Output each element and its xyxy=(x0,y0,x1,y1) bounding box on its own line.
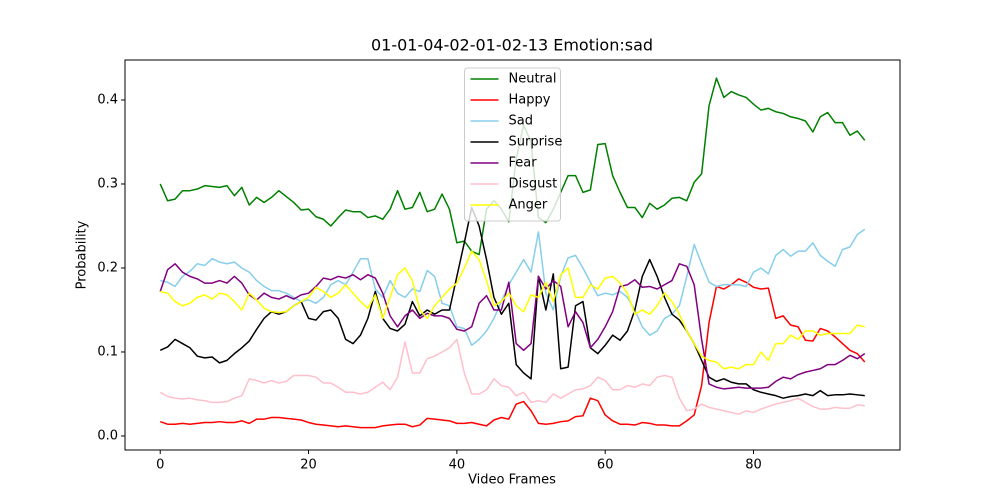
y-tick-label: 0.4 xyxy=(97,92,118,107)
legend-label: Happy xyxy=(509,93,551,108)
y-axis-label: Probability xyxy=(75,220,90,289)
x-tick-label: 60 xyxy=(597,458,614,473)
series-line xyxy=(159,263,866,390)
series-line xyxy=(159,206,865,399)
legend-label: Anger xyxy=(509,198,548,213)
x-axis-label: Video Frames xyxy=(468,473,556,488)
legend-label: Fear xyxy=(509,156,538,171)
x-tick-label: 20 xyxy=(300,458,317,473)
x-tick-label: 80 xyxy=(745,458,762,473)
y-tick-label: 0.2 xyxy=(97,260,118,275)
series-line xyxy=(160,250,865,370)
axes-frame xyxy=(124,59,901,451)
series-line xyxy=(159,338,865,415)
x-tick-label: 40 xyxy=(449,458,466,473)
y-tick-label: 0.3 xyxy=(97,176,118,191)
y-tick-label: 0.1 xyxy=(97,344,118,359)
x-tick-label: 0 xyxy=(156,458,164,473)
y-tick-label: 0.0 xyxy=(97,428,118,443)
legend-label: Neutral xyxy=(509,72,557,87)
chart-title: 01-01-04-02-01-02-13 Emotion:sad xyxy=(371,36,653,55)
series-line xyxy=(160,228,866,347)
legend-label: Surprise xyxy=(509,135,563,150)
legend-box xyxy=(464,67,561,222)
legend: Neutral Happy Sad Surprise Fear Disgust Anger xyxy=(464,67,563,222)
legend-label: Sad xyxy=(509,114,533,129)
legend-label: Disgust xyxy=(509,177,558,192)
plot-area xyxy=(159,77,866,429)
